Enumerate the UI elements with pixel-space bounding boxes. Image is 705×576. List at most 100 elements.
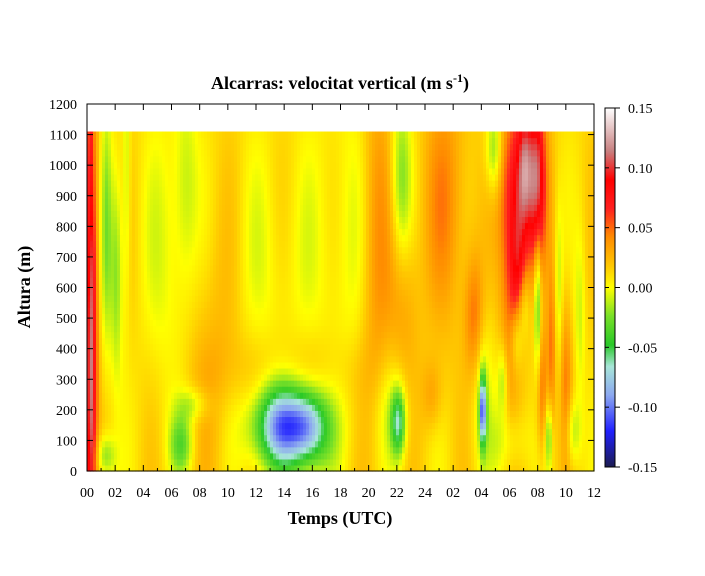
heatmap-cell [105, 410, 109, 418]
heatmap-cell [306, 234, 310, 242]
heatmap-cell [300, 440, 304, 448]
heatmap-cell [225, 337, 229, 345]
heatmap-cell [336, 277, 340, 284]
heatmap-cell [207, 307, 211, 314]
heatmap-cell [267, 277, 271, 284]
heatmap-cell [288, 355, 292, 363]
heatmap-cell [327, 295, 331, 302]
heatmap-cell [264, 337, 268, 345]
heatmap-cell [288, 349, 292, 357]
heatmap-cell [156, 416, 160, 424]
heatmap-cell [144, 386, 148, 393]
heatmap-cell [141, 355, 145, 363]
heatmap-cell [273, 222, 277, 230]
heatmap-cell [249, 246, 253, 254]
heatmap-cell [246, 161, 250, 169]
heatmap-cell [102, 307, 106, 314]
heatmap-cell [309, 198, 313, 205]
heatmap-cell [342, 313, 346, 321]
heatmap-cell [273, 422, 277, 430]
heatmap-cell [96, 349, 100, 357]
heatmap-cell [237, 386, 241, 393]
heatmap-cell [279, 404, 283, 411]
heatmap-cell [270, 295, 274, 302]
heatmap-cell [285, 216, 289, 224]
heatmap-cell [216, 452, 220, 460]
heatmap-cell [144, 355, 148, 363]
heatmap-cell [327, 283, 331, 290]
heatmap-cell [111, 428, 115, 436]
heatmap-cell [129, 464, 133, 472]
heatmap-cell [216, 392, 220, 399]
heatmap-cell [174, 277, 178, 284]
heatmap-cell [162, 367, 166, 375]
heatmap-cell [219, 240, 223, 248]
heatmap-cell [132, 374, 136, 381]
heatmap-cell [297, 252, 301, 260]
heatmap-cell [159, 131, 163, 139]
heatmap-cell [153, 143, 157, 151]
heatmap-cell [192, 186, 196, 193]
heatmap-cell [282, 192, 286, 199]
heatmap-cell [195, 367, 199, 375]
heatmap-cell [342, 380, 346, 387]
heatmap-cell [306, 392, 310, 399]
heatmap-cell [234, 167, 238, 175]
heatmap-cell [120, 234, 124, 242]
heatmap-cell [306, 428, 310, 436]
heatmap-cell [141, 240, 145, 248]
heatmap-cell [348, 374, 352, 381]
heatmap-cell [246, 355, 250, 363]
heatmap-cell [330, 404, 334, 411]
heatmap-cell [222, 204, 226, 211]
heatmap-cell [102, 392, 106, 399]
heatmap-cell [96, 277, 100, 284]
heatmap-cell [225, 186, 229, 193]
heatmap-cell [198, 289, 202, 296]
heatmap-cell [126, 380, 130, 387]
heatmap-cell [270, 343, 274, 351]
heatmap-cell [345, 422, 349, 430]
heatmap-cell [315, 386, 319, 393]
heatmap-cell [252, 386, 256, 393]
heatmap-cell [132, 270, 136, 278]
heatmap-cell [93, 458, 97, 466]
heatmap-cell [177, 422, 181, 430]
heatmap-cell [222, 452, 226, 460]
heatmap-cell [201, 458, 205, 466]
heatmap-cell [345, 301, 349, 308]
heatmap-cell [144, 137, 148, 145]
heatmap-cell [123, 180, 127, 187]
heatmap-cell [192, 131, 196, 139]
heatmap-cell [219, 270, 223, 278]
heatmap-cell [234, 434, 238, 442]
heatmap-cell [345, 149, 349, 157]
heatmap-cell [174, 173, 178, 181]
heatmap-cell [93, 349, 97, 357]
heatmap-cell [303, 331, 307, 339]
heatmap-cell [213, 161, 217, 169]
heatmap-cell [189, 392, 193, 399]
heatmap-cell [282, 313, 286, 321]
heatmap-cell [150, 198, 154, 205]
heatmap-cell [114, 240, 118, 248]
heatmap-cell [339, 246, 343, 254]
heatmap-cell [210, 137, 214, 145]
heatmap-cell [291, 416, 295, 424]
heatmap-cell [219, 204, 223, 211]
heatmap-cell [216, 301, 220, 308]
heatmap-cell [219, 325, 223, 333]
heatmap-cell [156, 404, 160, 411]
heatmap-cell [255, 258, 259, 266]
heatmap-cell [105, 246, 109, 254]
heatmap-cell [279, 367, 283, 375]
heatmap-cell [150, 307, 154, 314]
heatmap-cell [345, 167, 349, 175]
heatmap-cell [99, 234, 103, 242]
heatmap-cell [123, 222, 127, 230]
heatmap-cell [159, 283, 163, 290]
heatmap-cell [138, 355, 142, 363]
heatmap-cell [162, 246, 166, 254]
heatmap-cell [261, 386, 265, 393]
heatmap-cell [192, 434, 196, 442]
